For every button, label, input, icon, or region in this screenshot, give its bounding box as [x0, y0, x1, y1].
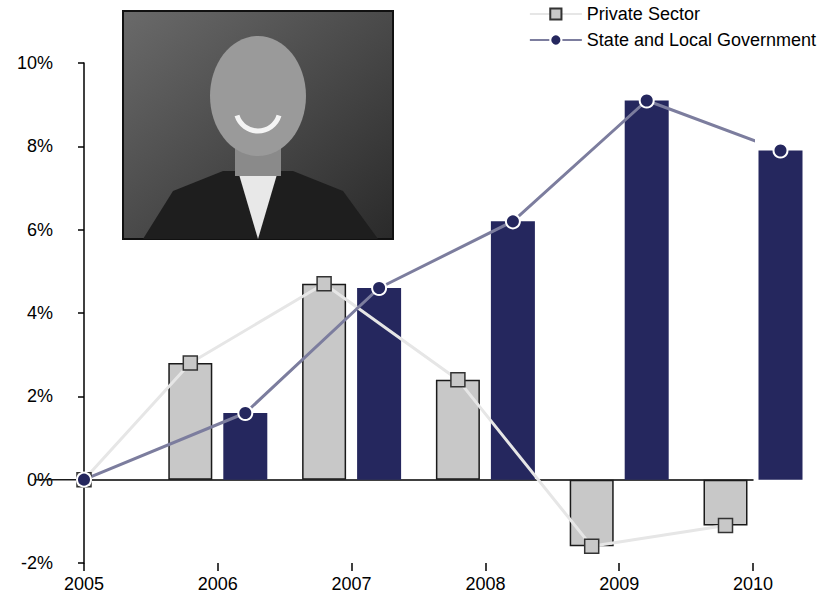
svg-text:2005: 2005	[64, 574, 104, 594]
svg-text:Private Sector: Private Sector	[587, 4, 700, 24]
svg-text:8%: 8%	[27, 136, 53, 156]
svg-text:State and Local Government: State and Local Government	[587, 30, 816, 50]
svg-text:-2%: -2%	[21, 553, 53, 573]
svg-text:2009: 2009	[599, 574, 639, 594]
svg-text:6%: 6%	[27, 220, 53, 240]
svg-text:2006: 2006	[198, 574, 238, 594]
svg-text:10%: 10%	[17, 53, 53, 73]
svg-text:0%: 0%	[27, 469, 53, 490]
svg-text:2007: 2007	[332, 574, 372, 594]
svg-text:2010: 2010	[733, 574, 773, 594]
svg-text:2008: 2008	[465, 574, 505, 594]
svg-text:2%: 2%	[27, 386, 53, 406]
svg-text:4%: 4%	[27, 303, 53, 323]
